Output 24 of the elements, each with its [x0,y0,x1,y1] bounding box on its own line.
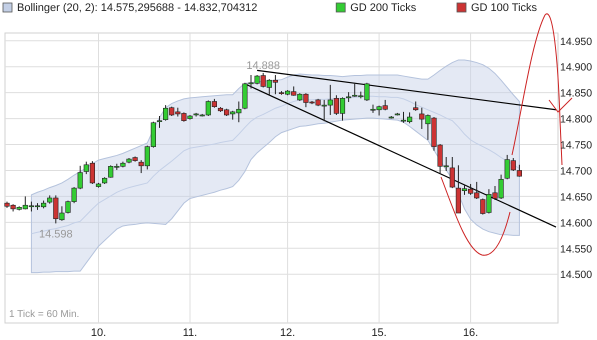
annotation: 1 Tick = 60 Min. [9,309,80,320]
x-tick-label: 16. [462,327,478,339]
candlestick [450,156,455,189]
candlestick [156,116,162,128]
x-tick-label: 11. [182,327,198,339]
y-tick-label: 14.850 [560,88,592,100]
y-tick-label: 14.650 [560,191,592,204]
legend-label: Bollinger (20, 2): 14.575,295688 - 14.832,704312 [17,2,258,14]
y-tick-label: 14.900 [560,62,592,74]
legend-label: GD 200 Ticks [350,2,417,14]
annotation: 14.888 [246,60,280,72]
y-tick-label: 14.600 [560,217,592,230]
y-tick-label: 14.500 [560,269,592,282]
candlestick [346,92,352,102]
legend-label: GD 100 Ticks [471,2,538,14]
y-tick-label: 14.550 [560,243,592,256]
candlestick [413,100,418,112]
annotation: 14.598 [38,228,73,240]
y-tick-label: 14.800 [560,114,592,126]
y-tick-label: 14.700 [560,165,592,178]
x-tick-label: 10. [90,327,106,339]
y-tick-label: 14.950 [560,36,592,48]
x-tick-label: 12. [280,327,296,339]
x-tick-label: 15. [371,327,387,339]
